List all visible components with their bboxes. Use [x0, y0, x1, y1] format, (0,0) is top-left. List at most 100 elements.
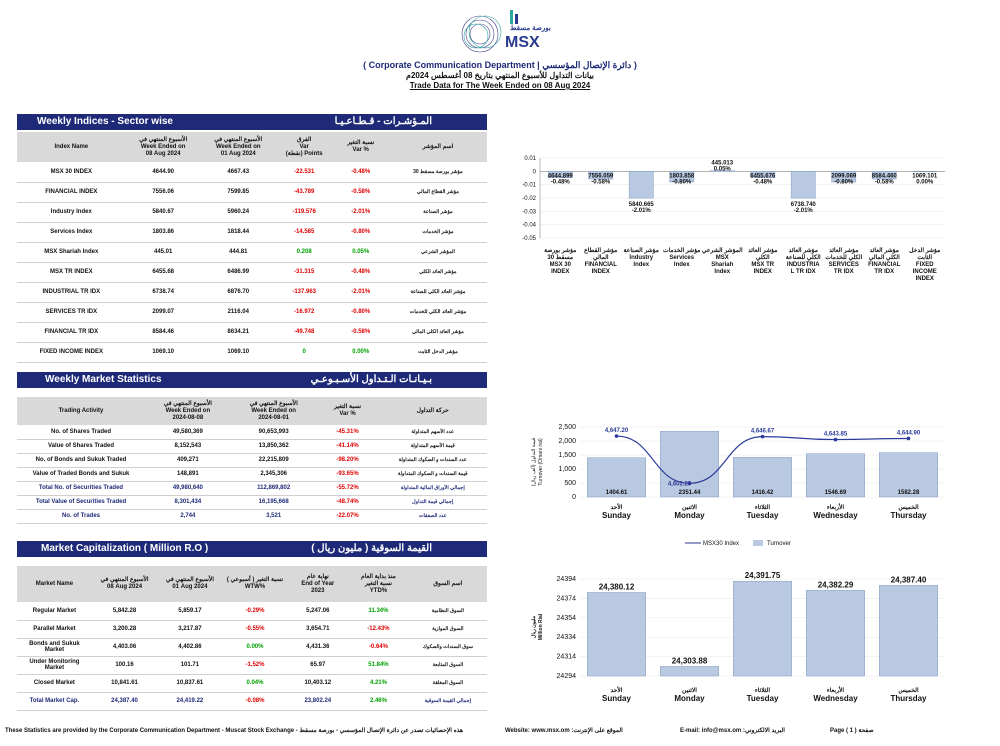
x-tick-label: Wednesday: [813, 694, 858, 703]
table-cell: 4,402.86: [157, 638, 223, 657]
table-row: Bonds and Sukuk Market 4,403.06 4,402.86 0.…: [17, 638, 487, 657]
y-tick-label: 24294: [557, 673, 577, 680]
bar: [588, 171, 614, 180]
bar: [709, 170, 735, 172]
x-tick-label: INDEX: [592, 269, 610, 275]
data-label: 0.00%: [916, 179, 934, 185]
indices-table: Index Name الأسبوع المنتهي في Week Ended …: [17, 132, 487, 363]
x-tick-label: الخميس: [898, 687, 919, 694]
bar: [628, 171, 654, 199]
table-cell: 10,837.61: [157, 674, 223, 693]
table-cell: -55.72%: [316, 481, 379, 496]
table-cell: -16.972: [275, 302, 333, 323]
x-tick-label: الكلي المالي: [869, 254, 900, 261]
data-label: 24,380.12: [599, 582, 635, 591]
x-tick-label: مؤشر الصناعة: [624, 247, 659, 254]
x-tick-label: الأربعاء: [827, 502, 845, 511]
indices-section-header: Weekly Indices - Sector wise المـؤشـرات …: [17, 114, 487, 130]
table-cell: مؤشر الصناعة: [388, 202, 487, 223]
data-label: -0.80%: [834, 179, 854, 185]
table-cell: FINANCIAL TR IDX: [17, 322, 126, 343]
table-cell: -0.48%: [332, 262, 389, 283]
data-label: 8584.460: [872, 173, 898, 179]
table-cell: -45.31%: [316, 425, 379, 440]
data-label: 4,643.85: [824, 432, 848, 438]
section-title-en: Market Capitalization ( Million R.O ): [41, 543, 209, 554]
table-header-cell: نهاية عام End of Year 2023: [287, 566, 349, 602]
x-tick-label: Index: [714, 269, 730, 275]
table-cell: 0.05%: [332, 242, 389, 263]
y-tick-label: 24314: [557, 654, 577, 661]
table-header-cell: الأسبوع المنتهي في 08 Aug 2024: [91, 566, 158, 602]
line-point: [906, 436, 911, 441]
market-cap-table: Market Name الأسبوع المنتهي في 08 Aug 202…: [17, 566, 487, 711]
market-cap-daily-chart: 24394 24374 24354 24334 24314 24294 مليون ريال…: [531, 571, 945, 703]
data-label: 24,303.88: [672, 656, 708, 665]
y-axis-label: Million Rial: [538, 613, 544, 640]
table-cell: -22.07%: [316, 509, 379, 524]
table-cell: 10,841.61: [91, 674, 158, 693]
x-tick-label: MSX TR: [751, 262, 774, 268]
data-label: 6738.740: [791, 202, 817, 208]
table-header-cell: منذ بداية العام نسبة التغير YTD%: [348, 566, 409, 602]
table-cell: 5960.24: [200, 202, 276, 223]
table-row: No. of Trades 2,744 3,521 -22.07% عدد الصفقا…: [17, 509, 487, 524]
bar: [660, 666, 719, 677]
table-cell: 6486.99: [200, 262, 276, 283]
x-tick-label: الخميس: [898, 504, 919, 511]
bar: [547, 171, 573, 178]
data-label: 1546.69: [825, 490, 847, 496]
x-tick-label: مؤشر القطاع: [584, 247, 617, 254]
turnover-bar: [806, 453, 865, 498]
table-cell: No. of Shares Traded: [17, 425, 145, 440]
x-tick-label: مؤشر العائد: [748, 247, 777, 254]
x-tick-label: TR IDX: [874, 269, 894, 275]
table-cell: 3,654.71: [287, 620, 349, 639]
msx-logo: [440, 4, 560, 60]
footer-page: Page ( 1 ) صفحة: [830, 728, 874, 734]
data-label: 445.013: [711, 161, 733, 167]
table-cell: 23,802.24: [287, 692, 349, 711]
data-label: -0.48%: [551, 179, 571, 185]
table-cell: -93.65%: [316, 467, 379, 482]
section-title-ar: بـيـانـات الـتـداول الأسـبـوعـي: [310, 374, 432, 385]
title-arabic: بيانات التداول للأسبوع المنتهي بتاريخ 08…: [406, 71, 594, 80]
table-cell: 4,431.36: [287, 638, 349, 657]
y-tick-label: 1,000: [558, 466, 576, 473]
bar: [790, 171, 816, 199]
x-tick-label: الأربعاء: [827, 685, 845, 694]
market-stats-table: Trading Activity الأسبوع المنتهي في Week …: [17, 397, 487, 524]
x-tick-label: Index: [674, 262, 690, 268]
data-label: -0.48%: [753, 179, 773, 185]
table-cell: 22,215,809: [230, 453, 317, 468]
table-cell: -14.585: [275, 222, 333, 243]
table-row: Parallel Market 3,200.28 3,217.87 -0.55% 3,6…: [17, 620, 487, 639]
data-label: 4,644.90: [897, 430, 921, 436]
table-cell: 1818.44: [200, 222, 276, 243]
table-header-cell: اسم السوق: [408, 566, 487, 602]
x-tick-label: Services: [669, 255, 694, 261]
table-cell: 2099.07: [125, 302, 201, 323]
y-tick-label: -0.04: [522, 223, 536, 229]
data-label: 0.05%: [714, 167, 732, 173]
y-tick-label: 2,000: [558, 438, 576, 445]
table-cell: إجمالي القيمة السوقية: [408, 692, 487, 711]
table-cell: 10,403.12: [287, 674, 349, 693]
table-cell: 5840.67: [125, 202, 201, 223]
y-axis-label: Turnover (Omani rial): [538, 438, 544, 486]
data-label: -0.58%: [591, 179, 611, 185]
table-cell: Closed Market: [17, 674, 92, 693]
x-tick-label: Wednesday: [813, 511, 858, 520]
table-cell: قيمة السندات و الصكوك المتداولة: [378, 467, 487, 482]
y-tick-label: 0: [533, 169, 537, 175]
y-tick-label: 24334: [557, 634, 577, 641]
table-header-cell: نسبة التغير Var %: [332, 132, 389, 162]
logo-graphic-icon: [461, 10, 518, 53]
table-cell: 2116.04: [200, 302, 276, 323]
table-cell: 7599.85: [200, 182, 276, 203]
x-tick-label: Tuesday: [747, 694, 779, 703]
line-point: [614, 434, 619, 438]
table-cell: إجمالي الأوراق المالية المتداولة: [378, 481, 487, 496]
table-cell: مؤشر العائد الكلي للخدمات: [388, 302, 487, 323]
table-cell: مؤشر العائد الكلي: [388, 262, 487, 283]
